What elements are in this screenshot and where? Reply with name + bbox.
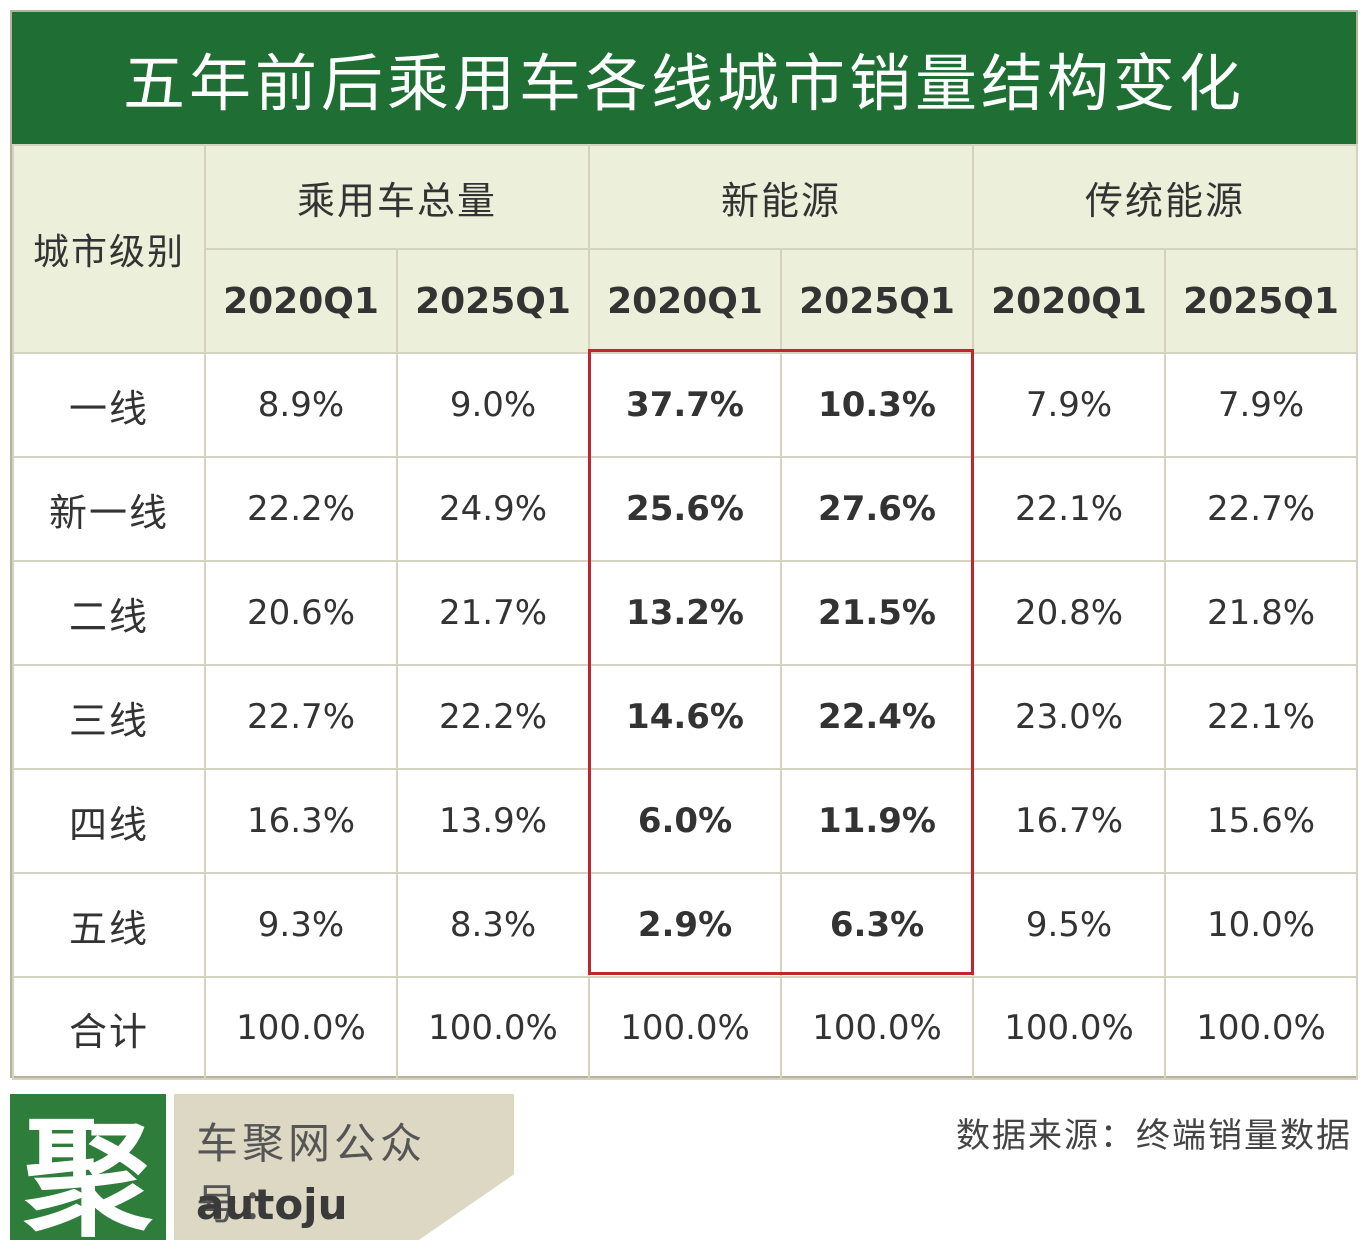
table-row: 三线 22.7% 22.2% 14.6% 22.4% 23.0% 22.1% <box>12 664 1359 770</box>
table-row: 新一线 22.2% 24.9% 25.6% 27.6% 22.1% 22.7% <box>12 456 1359 562</box>
table-cell-nev: 2.9% <box>588 872 783 978</box>
table-cell: 15.6% <box>1164 768 1359 874</box>
table-row: 四线 16.3% 13.9% 6.0% 11.9% 16.7% 15.6% <box>12 768 1359 874</box>
brand-account-label: 车聚网公众号： <box>196 1119 427 1229</box>
row-label: 三线 <box>12 664 206 770</box>
table-cell: 22.1% <box>1164 664 1359 770</box>
header-group-ice: 传统能源 <box>972 144 1359 250</box>
row-label: 一线 <box>12 352 206 458</box>
table-row-total: 合计 100.0% 100.0% 100.0% 100.0% 100.0% 10… <box>12 976 1359 1080</box>
table-cell-nev: 22.4% <box>780 664 975 770</box>
table-cell: 21.8% <box>1164 560 1359 666</box>
data-source-note: 数据来源：终端销量数据 <box>956 1116 1352 1156</box>
header-period: 2020Q1 <box>204 248 398 354</box>
table-cell-nev: 13.2% <box>588 560 783 666</box>
table-cell: 22.7% <box>204 664 398 770</box>
row-label: 新一线 <box>12 456 206 562</box>
table-cell: 24.9% <box>395 456 591 562</box>
table-cell-nev: 6.3% <box>780 872 975 978</box>
table-cell: 7.9% <box>972 352 1167 458</box>
table-cell: 20.8% <box>972 560 1167 666</box>
header-period: 2020Q1 <box>588 248 783 354</box>
table-cell: 22.1% <box>972 456 1167 562</box>
row-label: 五线 <box>12 872 206 978</box>
table-cell-nev: 21.5% <box>780 560 975 666</box>
brand-panel: 车聚网公众号： autoju <box>174 1094 514 1240</box>
table-cell: 100.0% <box>1164 976 1359 1080</box>
city-sales-table: 城市级别 乘用车总量 新能源 传统能源 2020Q1 2025Q1 2020Q1… <box>12 144 1359 1080</box>
table-row: 二线 20.6% 21.7% 13.2% 21.5% 20.8% 21.8% <box>12 560 1359 666</box>
header-group-total: 乘用车总量 <box>203 144 591 250</box>
table-cell: 23.0% <box>972 664 1167 770</box>
table-cell: 100.0% <box>588 976 783 1080</box>
table-cell: 20.6% <box>204 560 398 666</box>
table-cell: 9.0% <box>395 352 591 458</box>
table-cell: 7.9% <box>1164 352 1359 458</box>
table-cell: 16.3% <box>204 768 398 874</box>
table-cell-nev: 25.6% <box>588 456 783 562</box>
table-cell-nev: 6.0% <box>588 768 783 874</box>
data-table-card: 五年前后乘用车各线城市销量结构变化 城市级别 乘用车总量 新能源 传统能源 20… <box>10 10 1359 1080</box>
table-row: 一线 8.9% 9.0% 37.7% 10.3% 7.9% 7.9% <box>12 352 1359 458</box>
table-cell: 13.9% <box>395 768 591 874</box>
header-group-nev: 新能源 <box>588 144 975 250</box>
table-cell: 22.2% <box>395 664 591 770</box>
table-cell: 21.7% <box>395 560 591 666</box>
table-cell: 9.3% <box>204 872 398 978</box>
table-cell: 22.7% <box>1164 456 1359 562</box>
header-city-level: 城市级别 <box>12 144 206 354</box>
header-period: 2025Q1 <box>1164 248 1359 354</box>
table-row: 五线 9.3% 8.3% 2.9% 6.3% 9.5% 10.0% <box>12 872 1359 978</box>
table-cell: 8.3% <box>395 872 591 978</box>
header-period: 2020Q1 <box>972 248 1167 354</box>
table-cell-nev: 14.6% <box>588 664 783 770</box>
table-cell-nev: 37.7% <box>588 352 783 458</box>
header-period: 2025Q1 <box>780 248 975 354</box>
table-cell: 100.0% <box>972 976 1167 1080</box>
table-cell: 100.0% <box>780 976 975 1080</box>
header-period: 2025Q1 <box>395 248 591 354</box>
table-cell-nev: 10.3% <box>780 352 975 458</box>
table-cell: 16.7% <box>972 768 1167 874</box>
table-cell: 8.9% <box>204 352 398 458</box>
table-cell: 100.0% <box>395 976 591 1080</box>
table-cell: 22.2% <box>204 456 398 562</box>
page-title: 五年前后乘用车各线城市销量结构变化 <box>12 12 1356 144</box>
brand-account-id: autoju <box>196 1180 348 1229</box>
table-cell: 10.0% <box>1164 872 1359 978</box>
row-label: 二线 <box>12 560 206 666</box>
table-cell: 9.5% <box>972 872 1167 978</box>
row-label: 合计 <box>12 976 206 1080</box>
table-cell-nev: 11.9% <box>780 768 975 874</box>
table-cell-nev: 27.6% <box>780 456 975 562</box>
row-label: 四线 <box>12 768 206 874</box>
table-cell: 100.0% <box>204 976 398 1080</box>
brand-logo: 聚 <box>10 1094 166 1254</box>
